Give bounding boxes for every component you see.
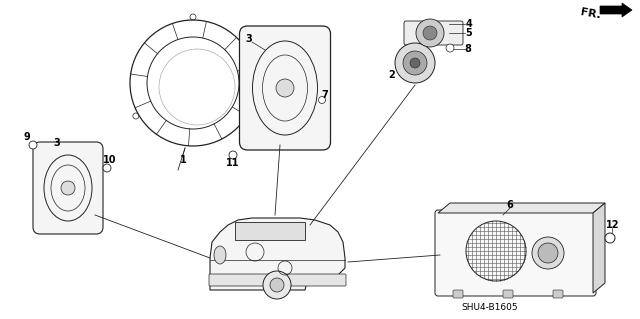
- Text: 6: 6: [507, 200, 513, 210]
- Circle shape: [61, 181, 75, 195]
- Polygon shape: [438, 203, 605, 213]
- Circle shape: [605, 233, 615, 243]
- FancyBboxPatch shape: [435, 210, 596, 296]
- Circle shape: [423, 26, 437, 40]
- Circle shape: [276, 79, 294, 97]
- Text: 3: 3: [54, 138, 60, 148]
- Circle shape: [229, 151, 237, 159]
- Circle shape: [410, 58, 420, 68]
- Circle shape: [319, 97, 326, 103]
- Circle shape: [538, 243, 558, 263]
- Circle shape: [103, 164, 111, 172]
- Text: 8: 8: [465, 44, 472, 54]
- FancyBboxPatch shape: [404, 21, 463, 45]
- Text: 9: 9: [24, 132, 30, 142]
- Circle shape: [403, 51, 427, 75]
- Text: SHU4-B1605: SHU4-B1605: [461, 303, 518, 313]
- Text: 12: 12: [606, 220, 620, 230]
- Polygon shape: [600, 3, 632, 17]
- FancyBboxPatch shape: [503, 290, 513, 298]
- Text: 4: 4: [466, 19, 472, 29]
- Text: 1: 1: [180, 155, 186, 165]
- FancyBboxPatch shape: [553, 290, 563, 298]
- Polygon shape: [235, 222, 305, 240]
- Circle shape: [532, 237, 564, 269]
- Circle shape: [270, 278, 284, 292]
- FancyBboxPatch shape: [209, 274, 346, 286]
- Circle shape: [263, 271, 291, 299]
- Circle shape: [416, 19, 444, 47]
- Ellipse shape: [214, 246, 226, 264]
- Text: 3: 3: [246, 34, 252, 44]
- FancyBboxPatch shape: [239, 26, 330, 150]
- Text: 10: 10: [103, 155, 116, 165]
- Circle shape: [395, 43, 435, 83]
- FancyBboxPatch shape: [33, 142, 103, 234]
- Text: 2: 2: [388, 70, 396, 80]
- Polygon shape: [210, 218, 345, 290]
- Text: 7: 7: [322, 90, 328, 100]
- Text: 5: 5: [466, 28, 472, 38]
- Polygon shape: [593, 203, 605, 293]
- Text: FR.: FR.: [580, 7, 602, 21]
- FancyBboxPatch shape: [453, 290, 463, 298]
- Circle shape: [446, 44, 454, 52]
- Circle shape: [29, 141, 37, 149]
- Text: 11: 11: [227, 158, 240, 168]
